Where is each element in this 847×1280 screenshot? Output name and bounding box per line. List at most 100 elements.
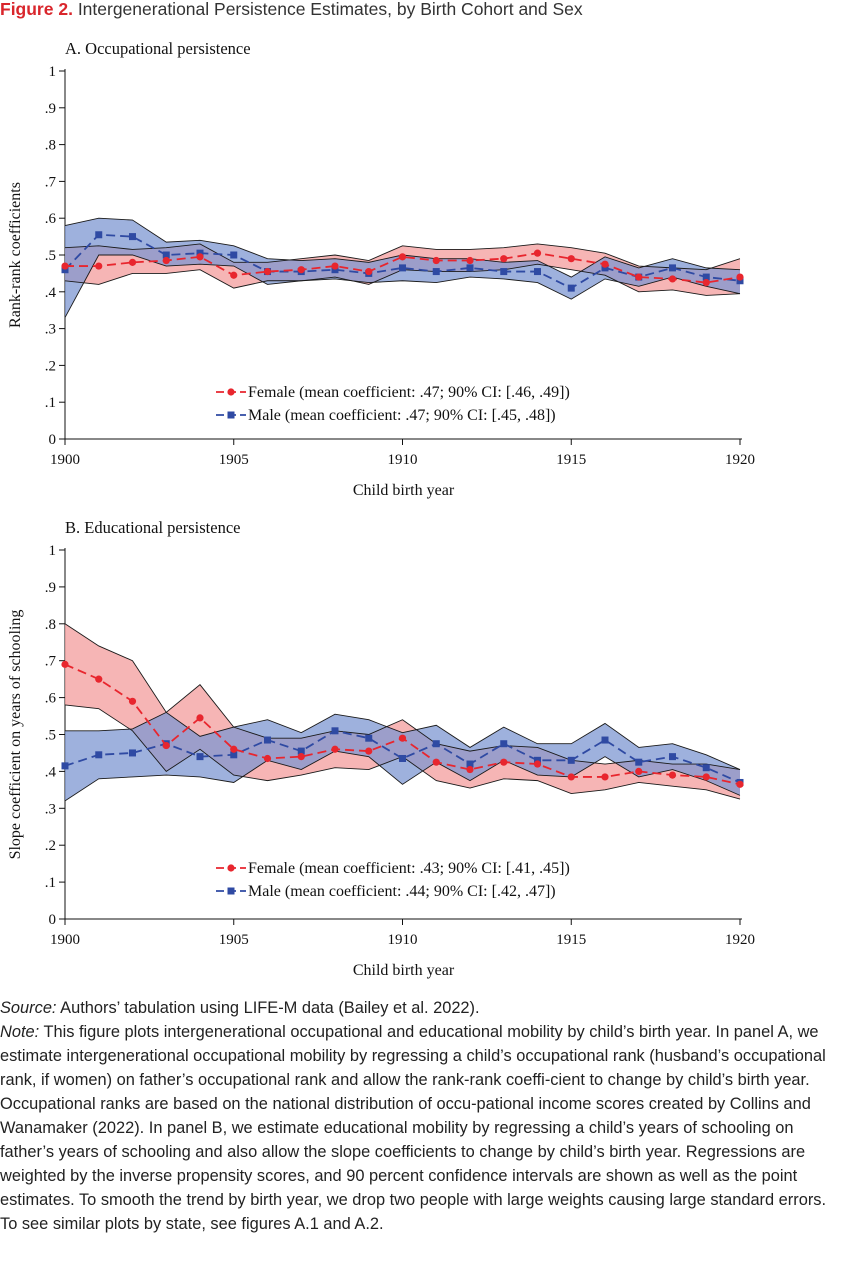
source-note: Source: Authors’ tabulation using LIFE-M…: [0, 996, 847, 1020]
panel-a-female-point: [533, 249, 542, 257]
panel-b-male-point: [196, 753, 204, 761]
panel-b-title: B. Educational persistence: [65, 518, 240, 537]
panel-a-legend-female: Female (mean coefficient: .47; 90% CI: […: [216, 384, 570, 401]
panel-a-male-point: [95, 231, 103, 239]
panel-b-female-point: [263, 754, 272, 763]
panel-a-female-point: [61, 262, 69, 270]
panel-b-y-tick-label: .3: [45, 801, 56, 817]
panel-a-y-axis-title: Rank-rank coefficients: [7, 182, 24, 328]
panel-a-y-tick-label: .1: [45, 395, 56, 411]
panel-b-legend-female-label: Female (mean coefficient: .43; 90% CI: […: [248, 860, 570, 877]
panel-a-male-point: [331, 266, 339, 274]
source-text: Authors’ tabulation using LIFE-M data (B…: [60, 999, 480, 1017]
panel-b-x-tick-label: 1920: [725, 932, 755, 948]
panel-b-male-ci-lower: [64, 750, 741, 802]
panel-b-female-point: [196, 714, 204, 722]
panel-a-legend-female-marker: [227, 388, 235, 396]
panel-b-y-tick-label: .5: [45, 728, 56, 744]
panel-b-female-point: [635, 767, 643, 776]
panel-a-y-tick-label: .5: [45, 248, 56, 264]
panel-b: B. Educational persistence 0 .1 .2 .3 .4 .5 .6.…: [7, 518, 755, 979]
panel-a-title: A. Occupational persistence: [65, 39, 251, 58]
panel-a-male-point: [230, 251, 238, 259]
panel-a-female-point: [263, 267, 272, 276]
panel-a-y-tick-label: .8: [45, 138, 56, 154]
panel-b-female-point: [466, 765, 474, 774]
panel-b-y-tick-label: .8: [45, 617, 56, 633]
panel-a-male-ci-lower: [64, 254, 741, 318]
panel-b-y-tick-label: .6: [45, 691, 57, 707]
panel-b-x-tick-label: 1900: [50, 932, 80, 948]
panel-b-male-point: [61, 762, 69, 770]
panel-b-male-point: [129, 749, 136, 757]
panel-a-female-point: [601, 260, 609, 268]
panel-a-male-point: [432, 268, 440, 276]
panel-a-female-point: [466, 256, 474, 265]
panel-b-male-point: [432, 740, 440, 748]
figure-notes: Source: Authors’ tabulation using LIFE-M…: [0, 996, 847, 1236]
panel-b-x-tick-label: 1915: [556, 932, 586, 948]
panel-b-female-point: [668, 771, 677, 779]
panel-b-y-tick-label: .1: [45, 875, 56, 891]
panel-b-female-point: [567, 773, 575, 781]
panel-b-male-point: [702, 764, 710, 772]
panel-b-y-tick-label: 1: [49, 543, 57, 559]
panel-b-y-tick-label: .9: [45, 580, 56, 596]
panel-b-female-point: [297, 753, 305, 761]
panel-b-legend-female: Female (mean coefficient: .43; 90% CI: […: [216, 860, 570, 877]
panel-b-legend-female-marker: [227, 864, 235, 872]
figure-title: Figure 2. Intergenerational Persistence …: [0, 0, 583, 19]
panel-b-female-point: [162, 741, 170, 750]
panel-b-y-tick-label: .2: [45, 838, 56, 854]
figure-label: Figure 2.: [0, 0, 73, 19]
panel-b-legend-male-marker: [227, 887, 235, 895]
panel-b-y-tick-label: .7: [45, 654, 57, 670]
figure-note: Note: This figure plots intergenerationa…: [0, 1020, 847, 1236]
panel-a-legend-female-label: Female (mean coefficient: .47; 90% CI: […: [248, 384, 570, 401]
source-label: Source:: [0, 999, 57, 1017]
panel-a-y-tick-label: .2: [45, 358, 56, 374]
panel-b-female-point: [736, 780, 744, 788]
panel-a-x-axis-title: Child birth year: [353, 482, 455, 499]
panel-a-female-point: [230, 271, 238, 279]
panel-a-female-point: [736, 273, 744, 281]
panel-a-male-point: [162, 251, 170, 259]
panel-b-male-line: [64, 729, 741, 784]
panel-b-male-ci-upper: [65, 711, 741, 770]
panel-b-x-tick-label: 1905: [219, 932, 249, 948]
panel-a-legend-male: Male (mean coefficient: .47; 90% CI: [.4…: [216, 407, 556, 424]
panel-b-female-point: [702, 773, 710, 781]
panel-a-female-line: [65, 252, 741, 284]
panel-b-female-point: [601, 773, 609, 781]
panel-a-male-line: [64, 233, 741, 290]
panel-b-female-point: [128, 697, 137, 705]
figure-charts: A. Occupational persistence 0 .1 .2 .3 .4 .5 .6…: [7, 39, 755, 979]
panel-b-y-tick-label: .4: [45, 764, 57, 780]
panel-b-x-axis-title: Child birth year: [353, 962, 455, 979]
panel-a-female-point: [365, 267, 373, 276]
panel-b-x-tick-label: 1910: [388, 932, 418, 948]
panel-a-female-ci-upper: [64, 243, 741, 271]
panel-b-female-point: [230, 745, 238, 753]
panel-a-male-point: [601, 264, 609, 272]
panel-a-male-point: [567, 284, 575, 292]
panel-a-y-tick-label: .9: [45, 101, 56, 117]
panel-a-y-tick-label: 1: [49, 64, 57, 80]
panel-a-male-point: [466, 264, 474, 272]
panel-b-female-point: [331, 745, 339, 753]
panel-a-female-point: [432, 256, 440, 265]
panel-a-y-tick-label: .4: [45, 285, 57, 301]
panel-a-male-point: [534, 268, 541, 276]
panel-b-male-point: [567, 756, 575, 764]
panel-a-male-point: [702, 273, 710, 281]
panel-a-legend-male-marker: [227, 411, 235, 419]
panel-a-female-point: [95, 262, 103, 270]
panel-a-y-tick-label: .3: [45, 322, 56, 338]
panel-b-male-point: [601, 736, 609, 744]
panel-b-male-point: [297, 747, 305, 755]
panel-a-female-point: [331, 262, 339, 270]
panel-b-y-tick-label: 0: [49, 912, 57, 928]
panel-b-male-point: [500, 740, 508, 748]
panel-b-male-point: [534, 756, 541, 764]
panel-a-female-point: [635, 273, 643, 281]
